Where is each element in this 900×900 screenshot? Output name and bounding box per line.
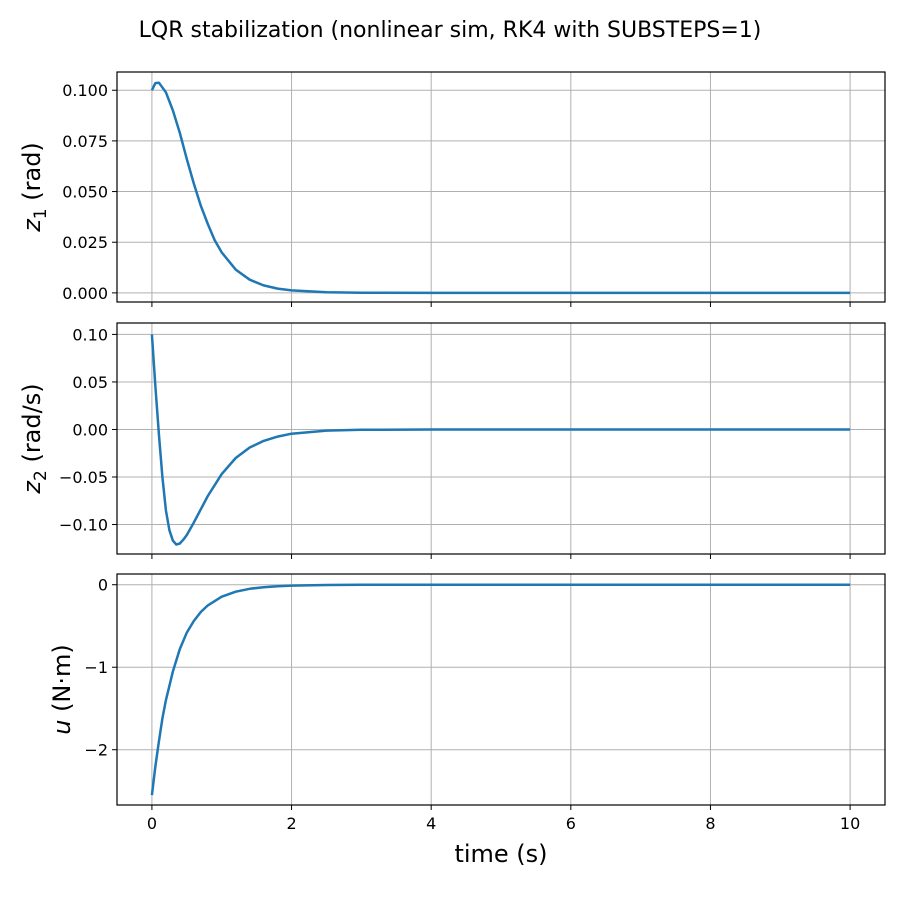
y-axis-label: u (N·m) <box>48 644 76 735</box>
axes-frame <box>116 322 886 555</box>
y-tick-label: −0.05 <box>59 468 108 487</box>
x-tick-label: 4 <box>426 814 436 833</box>
x-tick-label: 6 <box>566 814 576 833</box>
series-line-z2 <box>150 334 851 546</box>
x-tick-label: 2 <box>286 814 296 833</box>
y-tick-label: 0.10 <box>72 325 108 344</box>
y-tick-label: −1 <box>84 658 108 677</box>
y-tick-label: 0.00 <box>72 420 108 439</box>
y-tick-label: −2 <box>84 741 108 760</box>
y-tick-label: 0.025 <box>62 233 108 252</box>
chart-title: LQR stabilization (nonlinear sim, RK4 wi… <box>139 18 762 43</box>
y-axis-label: z1 (rad) <box>18 142 51 233</box>
subplot-2: 0.10 0.05 0.00 −0.05 −0.10 z2 (rad/s) <box>18 322 886 559</box>
subplot-1: 0.000 0.025 0.050 0.075 0.100 z1 (rad) <box>18 71 886 307</box>
y-tick-label: 0.075 <box>62 132 108 151</box>
x-tick-label: 10 <box>840 814 860 833</box>
y-tick-label: 0.050 <box>62 183 108 202</box>
y-tick-label: −0.10 <box>59 516 108 535</box>
x-tick-label: 8 <box>705 814 715 833</box>
subplot-3: 0 −1 −2 0 2 4 6 8 10 u (N·m) <box>48 573 886 833</box>
x-axis-label: time (s) <box>454 840 547 868</box>
y-tick-label: 0.100 <box>62 81 108 100</box>
series-line-u <box>150 583 851 796</box>
x-tick-label: 0 <box>147 814 157 833</box>
y-tick-label: 0 <box>98 576 108 595</box>
axes-frame <box>116 573 886 806</box>
y-tick-label: 0.05 <box>72 373 108 392</box>
axes-frame <box>116 71 886 303</box>
y-tick-label: 0.000 <box>62 284 108 303</box>
y-axis-label: z2 (rad/s) <box>18 383 51 494</box>
series-line-z1 <box>150 81 851 295</box>
